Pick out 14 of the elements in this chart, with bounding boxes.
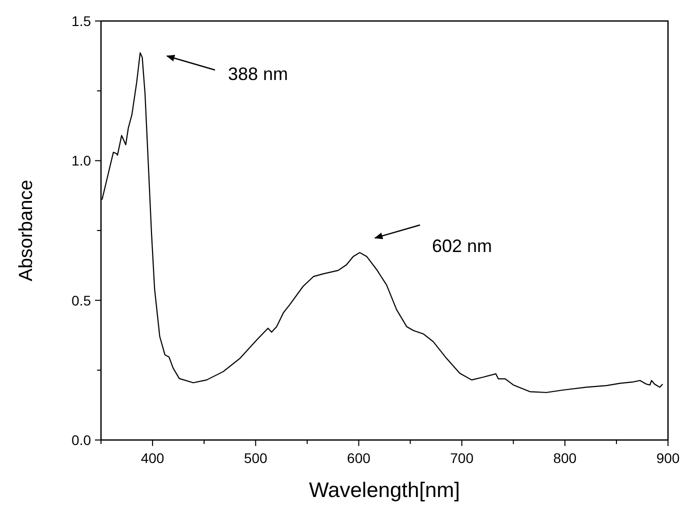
x-tick-label: 800: [553, 450, 577, 466]
y-tick-label: 1.0: [72, 152, 92, 169]
x-tick-label: 700: [450, 450, 474, 466]
y-axis-title: Absorbance: [16, 180, 37, 282]
annotation: 388 nm: [228, 64, 288, 84]
x-tick-label: 900: [656, 450, 680, 466]
x-tick-label: 400: [140, 450, 164, 466]
x-axis-title: Wavelength[nm]: [309, 479, 460, 502]
x-tick-label: 500: [244, 450, 268, 466]
y-tick-label: 0.0: [72, 432, 92, 448]
annotation: 602 nm: [432, 236, 492, 256]
y-tick-label: 0.5: [72, 292, 92, 308]
y-tick-label: 1.5: [72, 13, 92, 29]
x-tick-label: 600: [347, 450, 371, 466]
